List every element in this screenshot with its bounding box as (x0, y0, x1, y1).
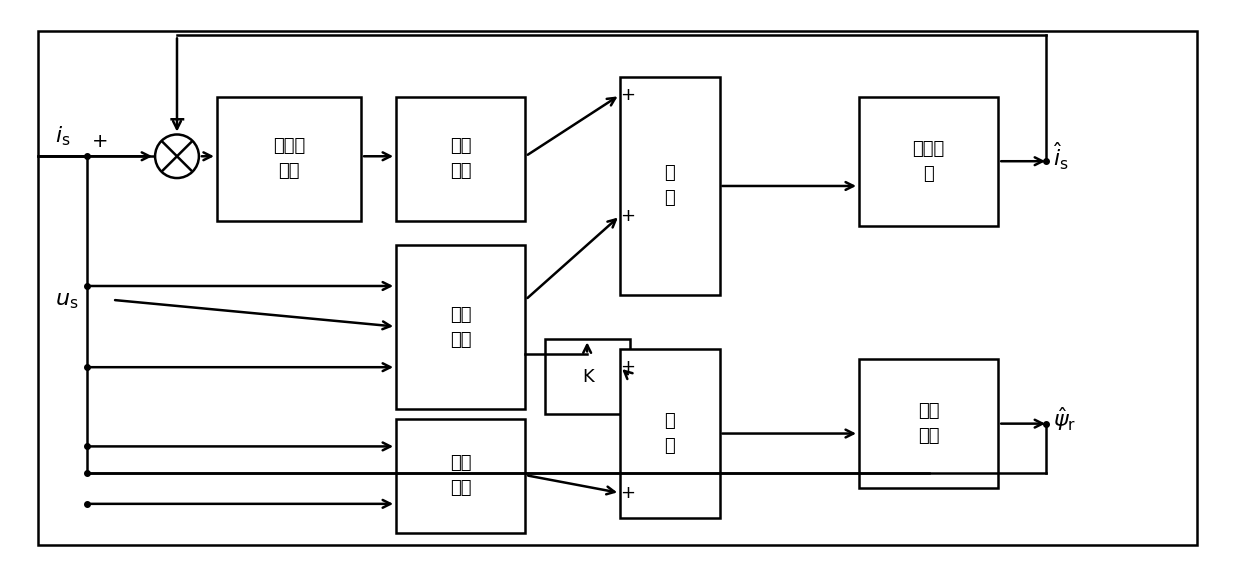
Text: 积
分: 积 分 (664, 412, 675, 455)
Bar (620, 77, 720, 295)
Text: $i_{\rm s}$: $i_{\rm s}$ (55, 125, 71, 148)
Text: +: + (621, 86, 636, 104)
Text: 非线性
函数: 非线性 函数 (273, 137, 305, 180)
Text: 确定
部分: 确定 部分 (450, 306, 472, 349)
Text: $u_{\rm s}$: $u_{\rm s}$ (55, 289, 78, 311)
Bar (396, 246, 525, 409)
Text: 积
分: 积 分 (664, 165, 675, 207)
Text: −: − (167, 109, 186, 129)
Circle shape (155, 135, 199, 178)
Bar (217, 97, 361, 221)
Text: +: + (92, 132, 109, 151)
Text: 估算
扰动: 估算 扰动 (450, 137, 472, 180)
Text: K: K (582, 368, 593, 385)
Bar (545, 340, 629, 414)
Text: +: + (621, 207, 636, 225)
Bar (620, 349, 720, 518)
Text: $\hat{\psi}_{\rm r}$: $\hat{\psi}_{\rm r}$ (1053, 405, 1077, 433)
Bar (859, 359, 999, 488)
Bar (859, 97, 999, 226)
Text: +: + (621, 358, 636, 376)
Text: 确定
部分: 确定 部分 (450, 454, 472, 497)
Text: +: + (621, 484, 636, 502)
Text: 定子电
流: 定子电 流 (912, 140, 944, 183)
Bar (396, 97, 525, 221)
Text: $\hat{i}_{\rm s}$: $\hat{i}_{\rm s}$ (1053, 141, 1069, 172)
Text: 转子
磁链: 转子 磁链 (918, 402, 939, 445)
Bar (396, 419, 525, 532)
